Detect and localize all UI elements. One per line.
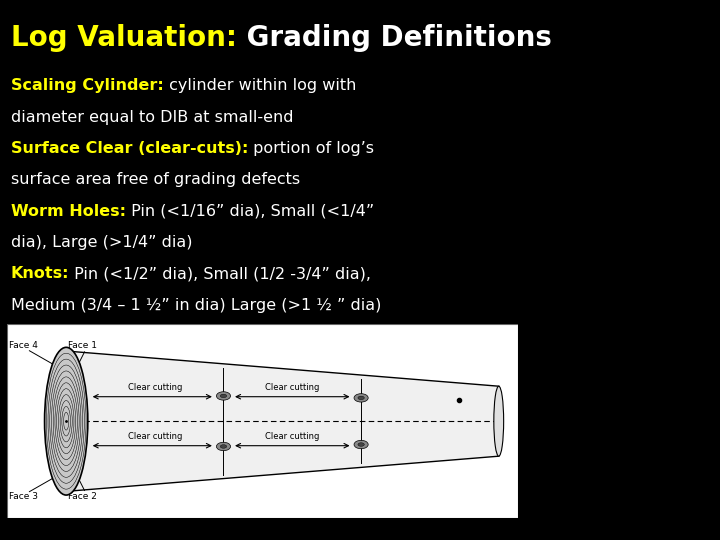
Text: Surface Clear (clear-cuts):: Surface Clear (clear-cuts): [11,141,248,156]
Text: Scaling Cylinder:: Scaling Cylinder: [11,78,163,93]
Text: Grading Definitions: Grading Definitions [237,24,552,52]
Ellipse shape [354,440,368,449]
Polygon shape [66,351,499,491]
Ellipse shape [220,394,227,397]
Text: Pin (<1/2” dia), Small (1/2 -3/4” dia),: Pin (<1/2” dia), Small (1/2 -3/4” dia), [69,266,372,281]
Ellipse shape [494,386,504,456]
Text: Medium (3/4 – 1 ½” in dia) Large (>1 ½ ” dia): Medium (3/4 – 1 ½” in dia) Large (>1 ½ ”… [11,298,381,313]
Text: Clear cutting: Clear cutting [265,383,320,392]
Ellipse shape [217,442,230,451]
Text: Log Valuation:: Log Valuation: [11,24,237,52]
Text: Worm Holes:: Worm Holes: [11,204,126,219]
Text: Clear cutting: Clear cutting [128,432,183,441]
Text: portion of log’s: portion of log’s [248,141,374,156]
Text: surface area free of grading defects: surface area free of grading defects [11,172,300,187]
Text: Face 4: Face 4 [9,341,38,350]
Text: 6.0': 6.0' [712,208,720,217]
Text: Scaling Cylinder: Scaling Cylinder [590,527,659,536]
Ellipse shape [358,443,364,446]
Text: Clear cutting: Clear cutting [265,432,320,441]
Text: diameter equal to DIB at small-end: diameter equal to DIB at small-end [11,110,293,125]
Ellipse shape [358,396,364,400]
Ellipse shape [217,392,230,400]
Text: Clear cutting: Clear cutting [128,383,183,392]
Text: Knots:: Knots: [11,266,69,281]
Text: Face 3: Face 3 [9,492,38,501]
Text: Saw log: Saw log [607,11,642,21]
Text: Log H: Log H [711,293,720,302]
Text: dia), Large (>1/4” dia): dia), Large (>1/4” dia) [11,235,192,250]
Text: Face 1: Face 1 [68,341,97,350]
Ellipse shape [354,394,368,402]
Ellipse shape [220,445,227,448]
Text: Face 2: Face 2 [68,492,97,501]
Ellipse shape [45,347,88,495]
Text: cylinder within log with: cylinder within log with [163,78,356,93]
Text: Pin (<1/16” dia), Small (<1/4”: Pin (<1/16” dia), Small (<1/4” [126,204,374,219]
